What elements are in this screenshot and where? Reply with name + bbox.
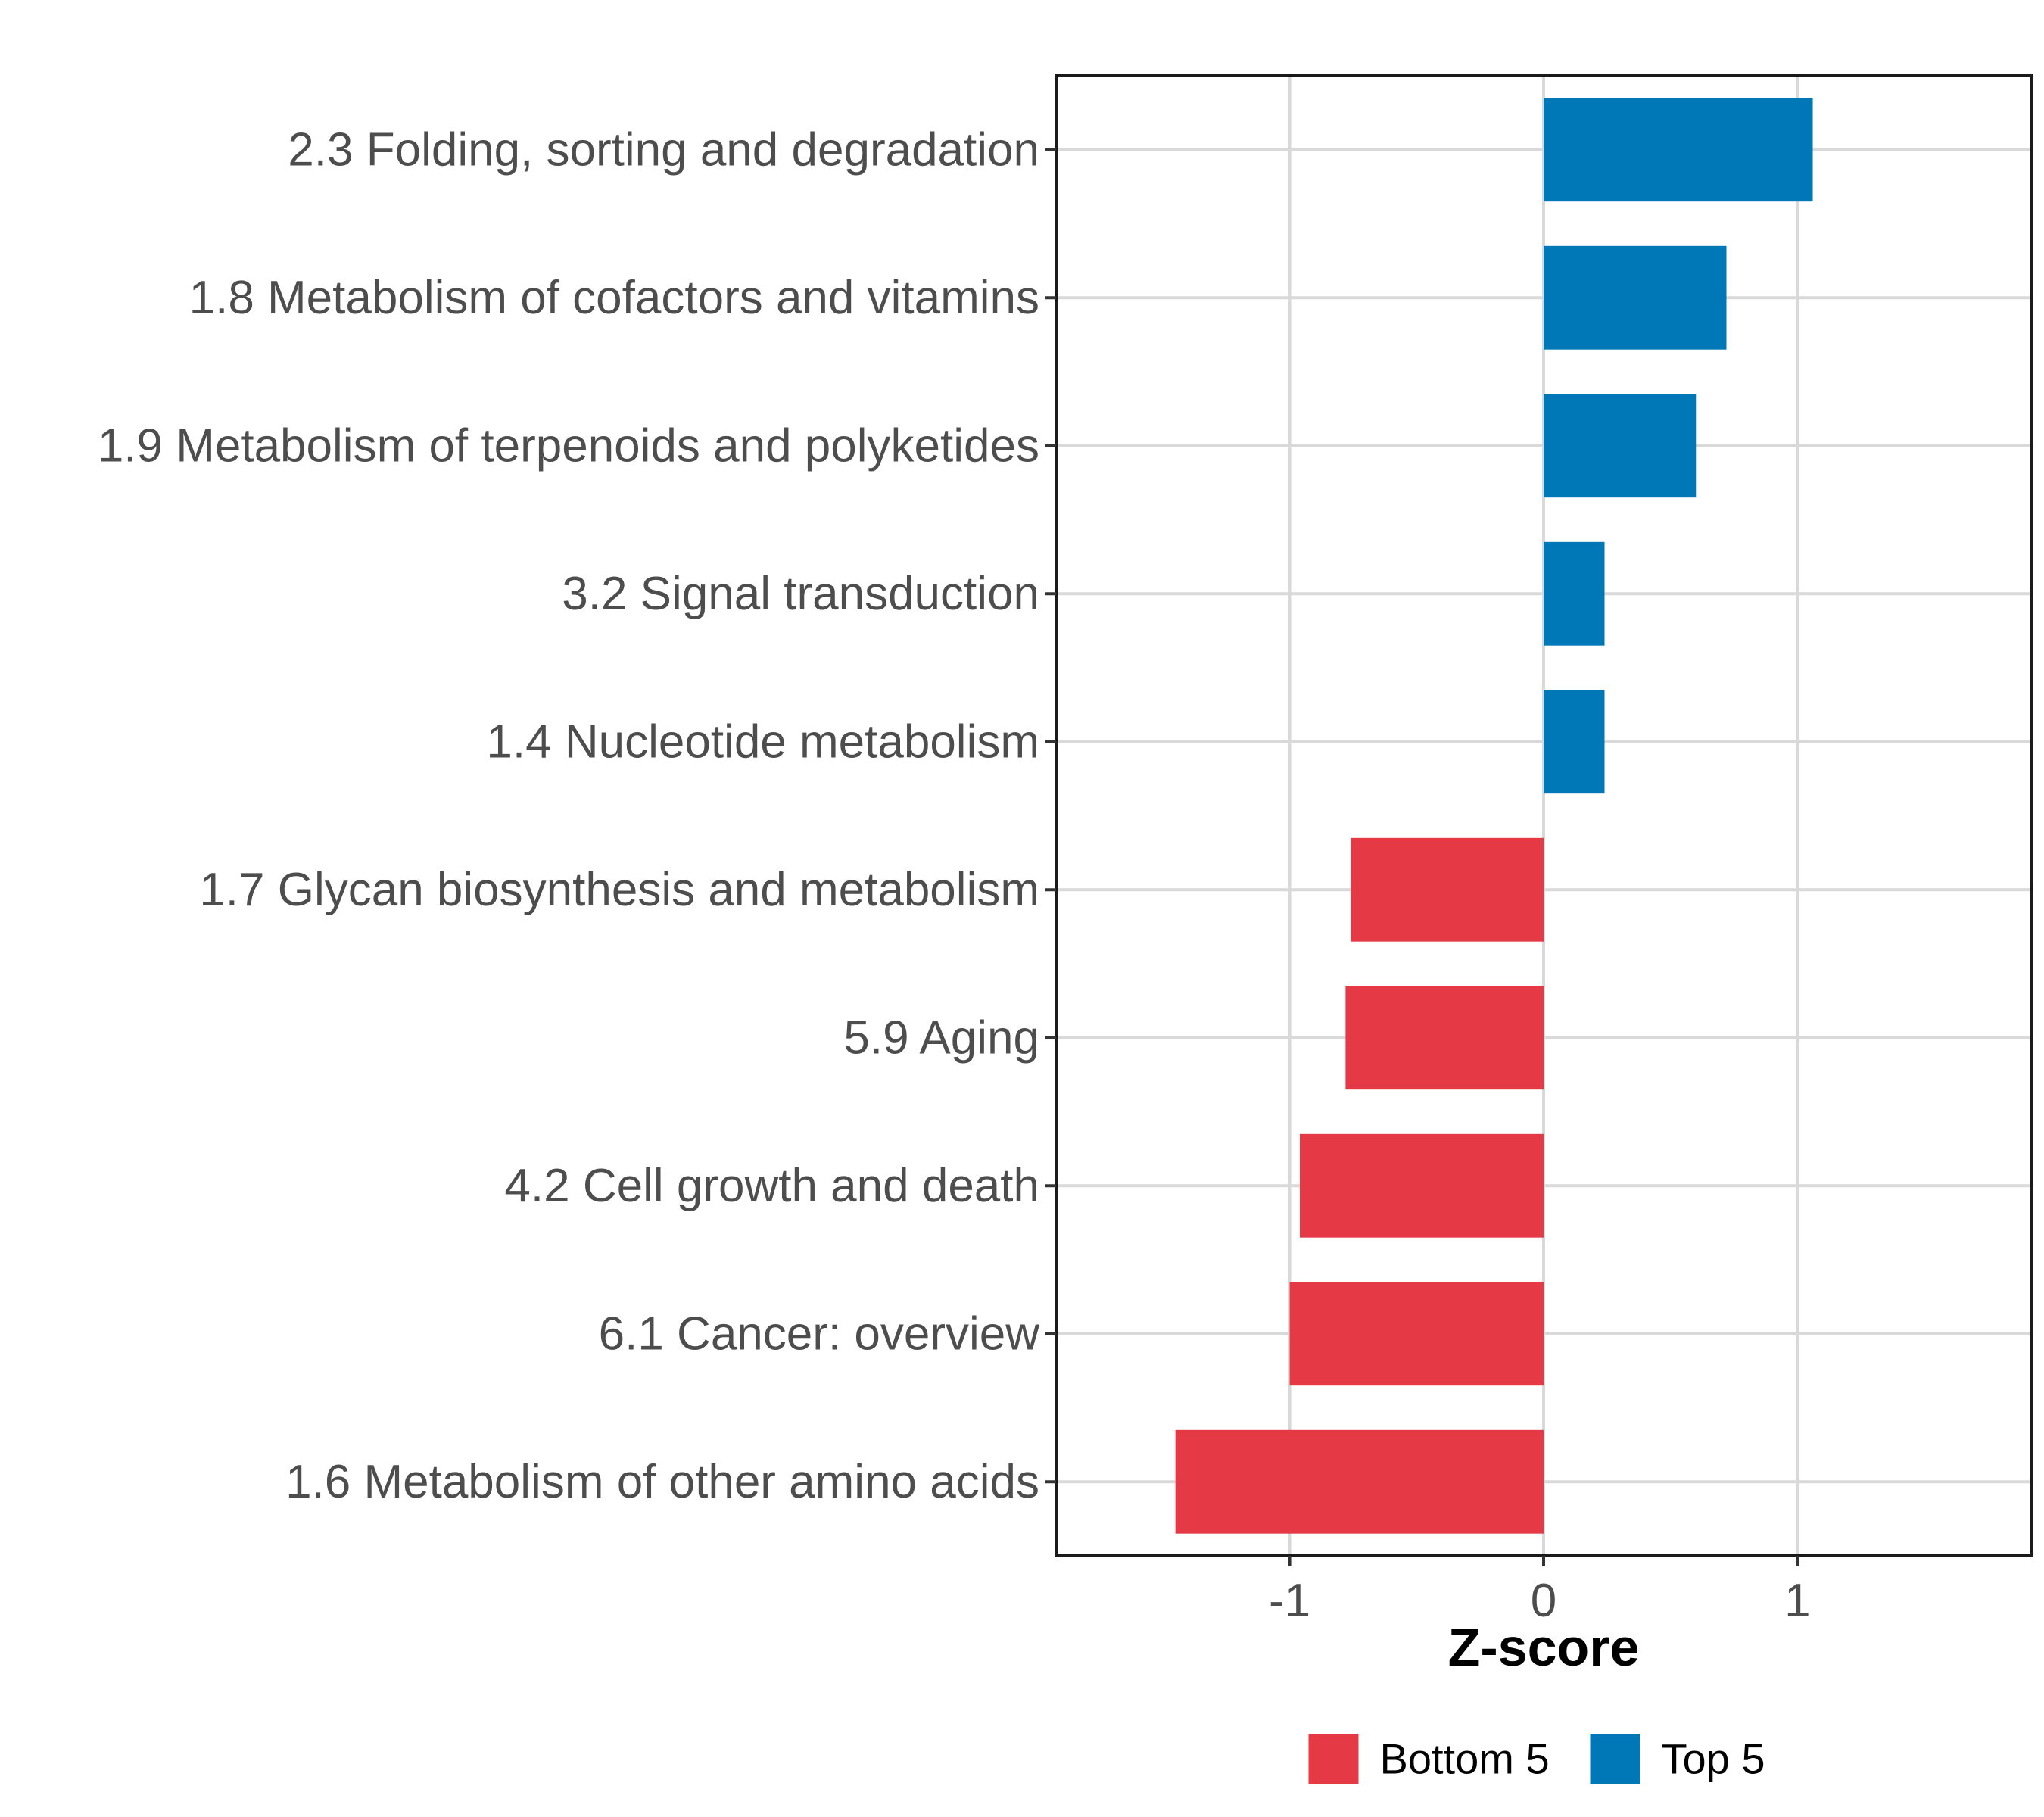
bar: [1544, 541, 1605, 646]
legend-swatch: [1308, 1734, 1359, 1784]
bar: [1345, 986, 1544, 1090]
bars: [1175, 98, 1813, 1534]
legend-label: Bottom 5: [1380, 1735, 1550, 1783]
y-tick-label: 4.2 Cell growth and death: [504, 1160, 1039, 1212]
y-tick-label: 5.9 Aging: [843, 1011, 1039, 1064]
bar: [1300, 1133, 1544, 1238]
x-axis-title: Z-score: [1448, 1618, 1640, 1677]
bar: [1289, 1282, 1544, 1386]
legend-label: Top 5: [1662, 1735, 1765, 1783]
y-tick-label: 3.2 Signal transduction: [562, 568, 1039, 620]
bar: [1544, 245, 1727, 350]
bar: [1351, 837, 1544, 942]
legend: Bottom 5 Top 5: [1308, 1734, 1765, 1784]
x-tick-label: 1: [1784, 1575, 1810, 1627]
y-tick-label: 1.9 Metabolism of terpenoids and polyket…: [98, 419, 1039, 472]
x-axis: -1 0 1: [1269, 1556, 1811, 1627]
x-tick-label: -1: [1269, 1575, 1310, 1627]
legend-swatch: [1590, 1734, 1640, 1784]
bar: [1175, 1429, 1544, 1534]
y-tick-label: 2.3 Folding, sorting and degradation: [288, 123, 1039, 176]
y-tick-label: 1.7 Glycan biosynthesis and metabolism: [199, 864, 1039, 916]
bar: [1544, 690, 1605, 794]
y-axis: 2.3 Folding, sorting and degradation 1.8 …: [98, 123, 1056, 1508]
x-tick-label: 0: [1531, 1575, 1556, 1627]
y-tick-label: 1.4 Nucleotide metabolism: [486, 715, 1039, 768]
bar: [1544, 394, 1697, 498]
y-tick-label: 1.6 Metabolism of other amino acids: [285, 1456, 1039, 1508]
bar: [1544, 98, 1813, 202]
y-tick-label: 1.8 Metabolism of cofactors and vitamins: [189, 272, 1039, 324]
y-tick-label: 6.1 Cancer: overview: [599, 1307, 1040, 1360]
